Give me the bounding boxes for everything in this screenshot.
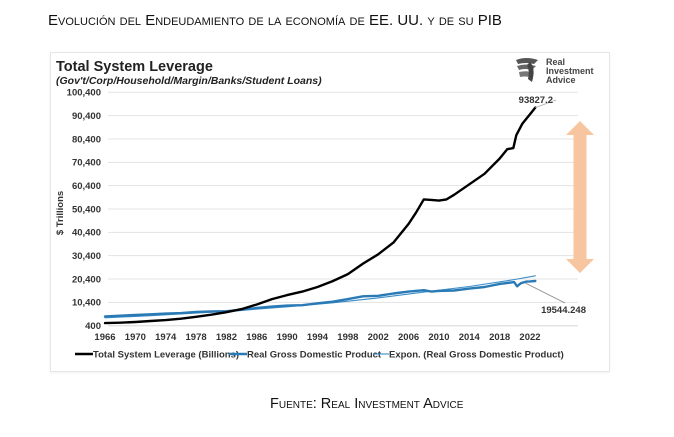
- series-real-gdp: [103, 279, 537, 318]
- x-tick-label: 2022: [519, 332, 540, 343]
- leverage-end-label: 93827.2: [519, 95, 553, 106]
- x-tick-label: 1990: [277, 332, 298, 343]
- legend-item: Total System Leverage (Billions): [75, 350, 239, 361]
- gap-double-arrow: [566, 121, 594, 273]
- y-tick-label: 30,400: [72, 251, 101, 262]
- x-tick-label: 2002: [368, 332, 389, 343]
- logo: Real Investment Advice: [516, 57, 594, 85]
- gdp-end-label: 19544.248: [541, 305, 586, 316]
- x-tick-label: 1986: [246, 332, 267, 343]
- y-tick-label: 100,400: [67, 88, 101, 99]
- eagle-head-icon: [516, 58, 538, 82]
- x-axis-ticks: 1966 1970 1974 1978 1982 1986 1990 1994 1998 2002…: [94, 332, 540, 343]
- y-tick-label: 10,400: [72, 298, 101, 309]
- y-tick-label: 50,400: [72, 204, 101, 215]
- y-axis-label: $ Trillions: [55, 191, 66, 235]
- y-tick-label: 40,400: [72, 228, 101, 239]
- y-tick-label: 70,400: [72, 158, 101, 169]
- x-tick-label: 2006: [398, 332, 419, 343]
- x-tick-label: 1978: [186, 332, 207, 343]
- legend-label: Total System Leverage (Billions): [93, 350, 239, 361]
- y-tick-label: 60,400: [72, 181, 101, 192]
- legend-item: Real Gross Domestic Product: [229, 350, 382, 361]
- series-total-system-leverage: [103, 106, 537, 325]
- x-tick-label: 2010: [428, 332, 449, 343]
- x-tick-label: 1998: [337, 332, 358, 343]
- double-arrow-shape: [566, 121, 594, 273]
- chart-subtitle: (Gov't/Corp/Household/Margin/Banks/Stude…: [56, 75, 322, 87]
- x-tick-label: 1966: [94, 332, 115, 343]
- legend-item: Expon. (Real Gross Domestic Product): [373, 350, 564, 361]
- x-tick-label: 2018: [489, 332, 510, 343]
- y-tick-label: 90,400: [72, 111, 101, 122]
- legend-label: Real Gross Domestic Product: [247, 350, 382, 361]
- logo-text-advice: Advice: [546, 75, 576, 85]
- y-tick-label: 400: [85, 321, 101, 332]
- end-labels: 93827.2 19544.248: [519, 95, 586, 316]
- logo-text-real: Real: [546, 57, 565, 67]
- legend-label: Expon. (Real Gross Domestic Product): [389, 350, 564, 361]
- chart-frame: [50, 52, 610, 372]
- y-axis-ticks: 400 10,400 20,400 30,400 40,400 50,400 60,400 7…: [67, 88, 101, 332]
- gridlines: [108, 91, 578, 327]
- legend: Total System Leverage (Billions) Real Gro…: [75, 350, 564, 361]
- x-tick-label: 1974: [155, 332, 177, 343]
- document-title: Evolución del Endeudamiento de la econom…: [48, 12, 502, 29]
- source-caption: Fuente: Real Investment Advice: [270, 396, 464, 412]
- series-lines: [103, 106, 537, 325]
- x-tick-label: 1970: [125, 332, 146, 343]
- chart-title: Total System Leverage: [56, 59, 213, 75]
- series-gdp-exponential-trend: [104, 275, 536, 319]
- leverage-leader-line: [535, 99, 557, 109]
- gdp-leader-line: [525, 282, 566, 304]
- logo-text-investment: Investment: [546, 66, 594, 76]
- x-tick-label: 1982: [216, 332, 237, 343]
- y-tick-label: 20,400: [72, 274, 101, 285]
- y-tick-label: 80,400: [72, 134, 101, 145]
- x-tick-label: 2014: [459, 332, 481, 343]
- x-tick-label: 1994: [307, 332, 329, 343]
